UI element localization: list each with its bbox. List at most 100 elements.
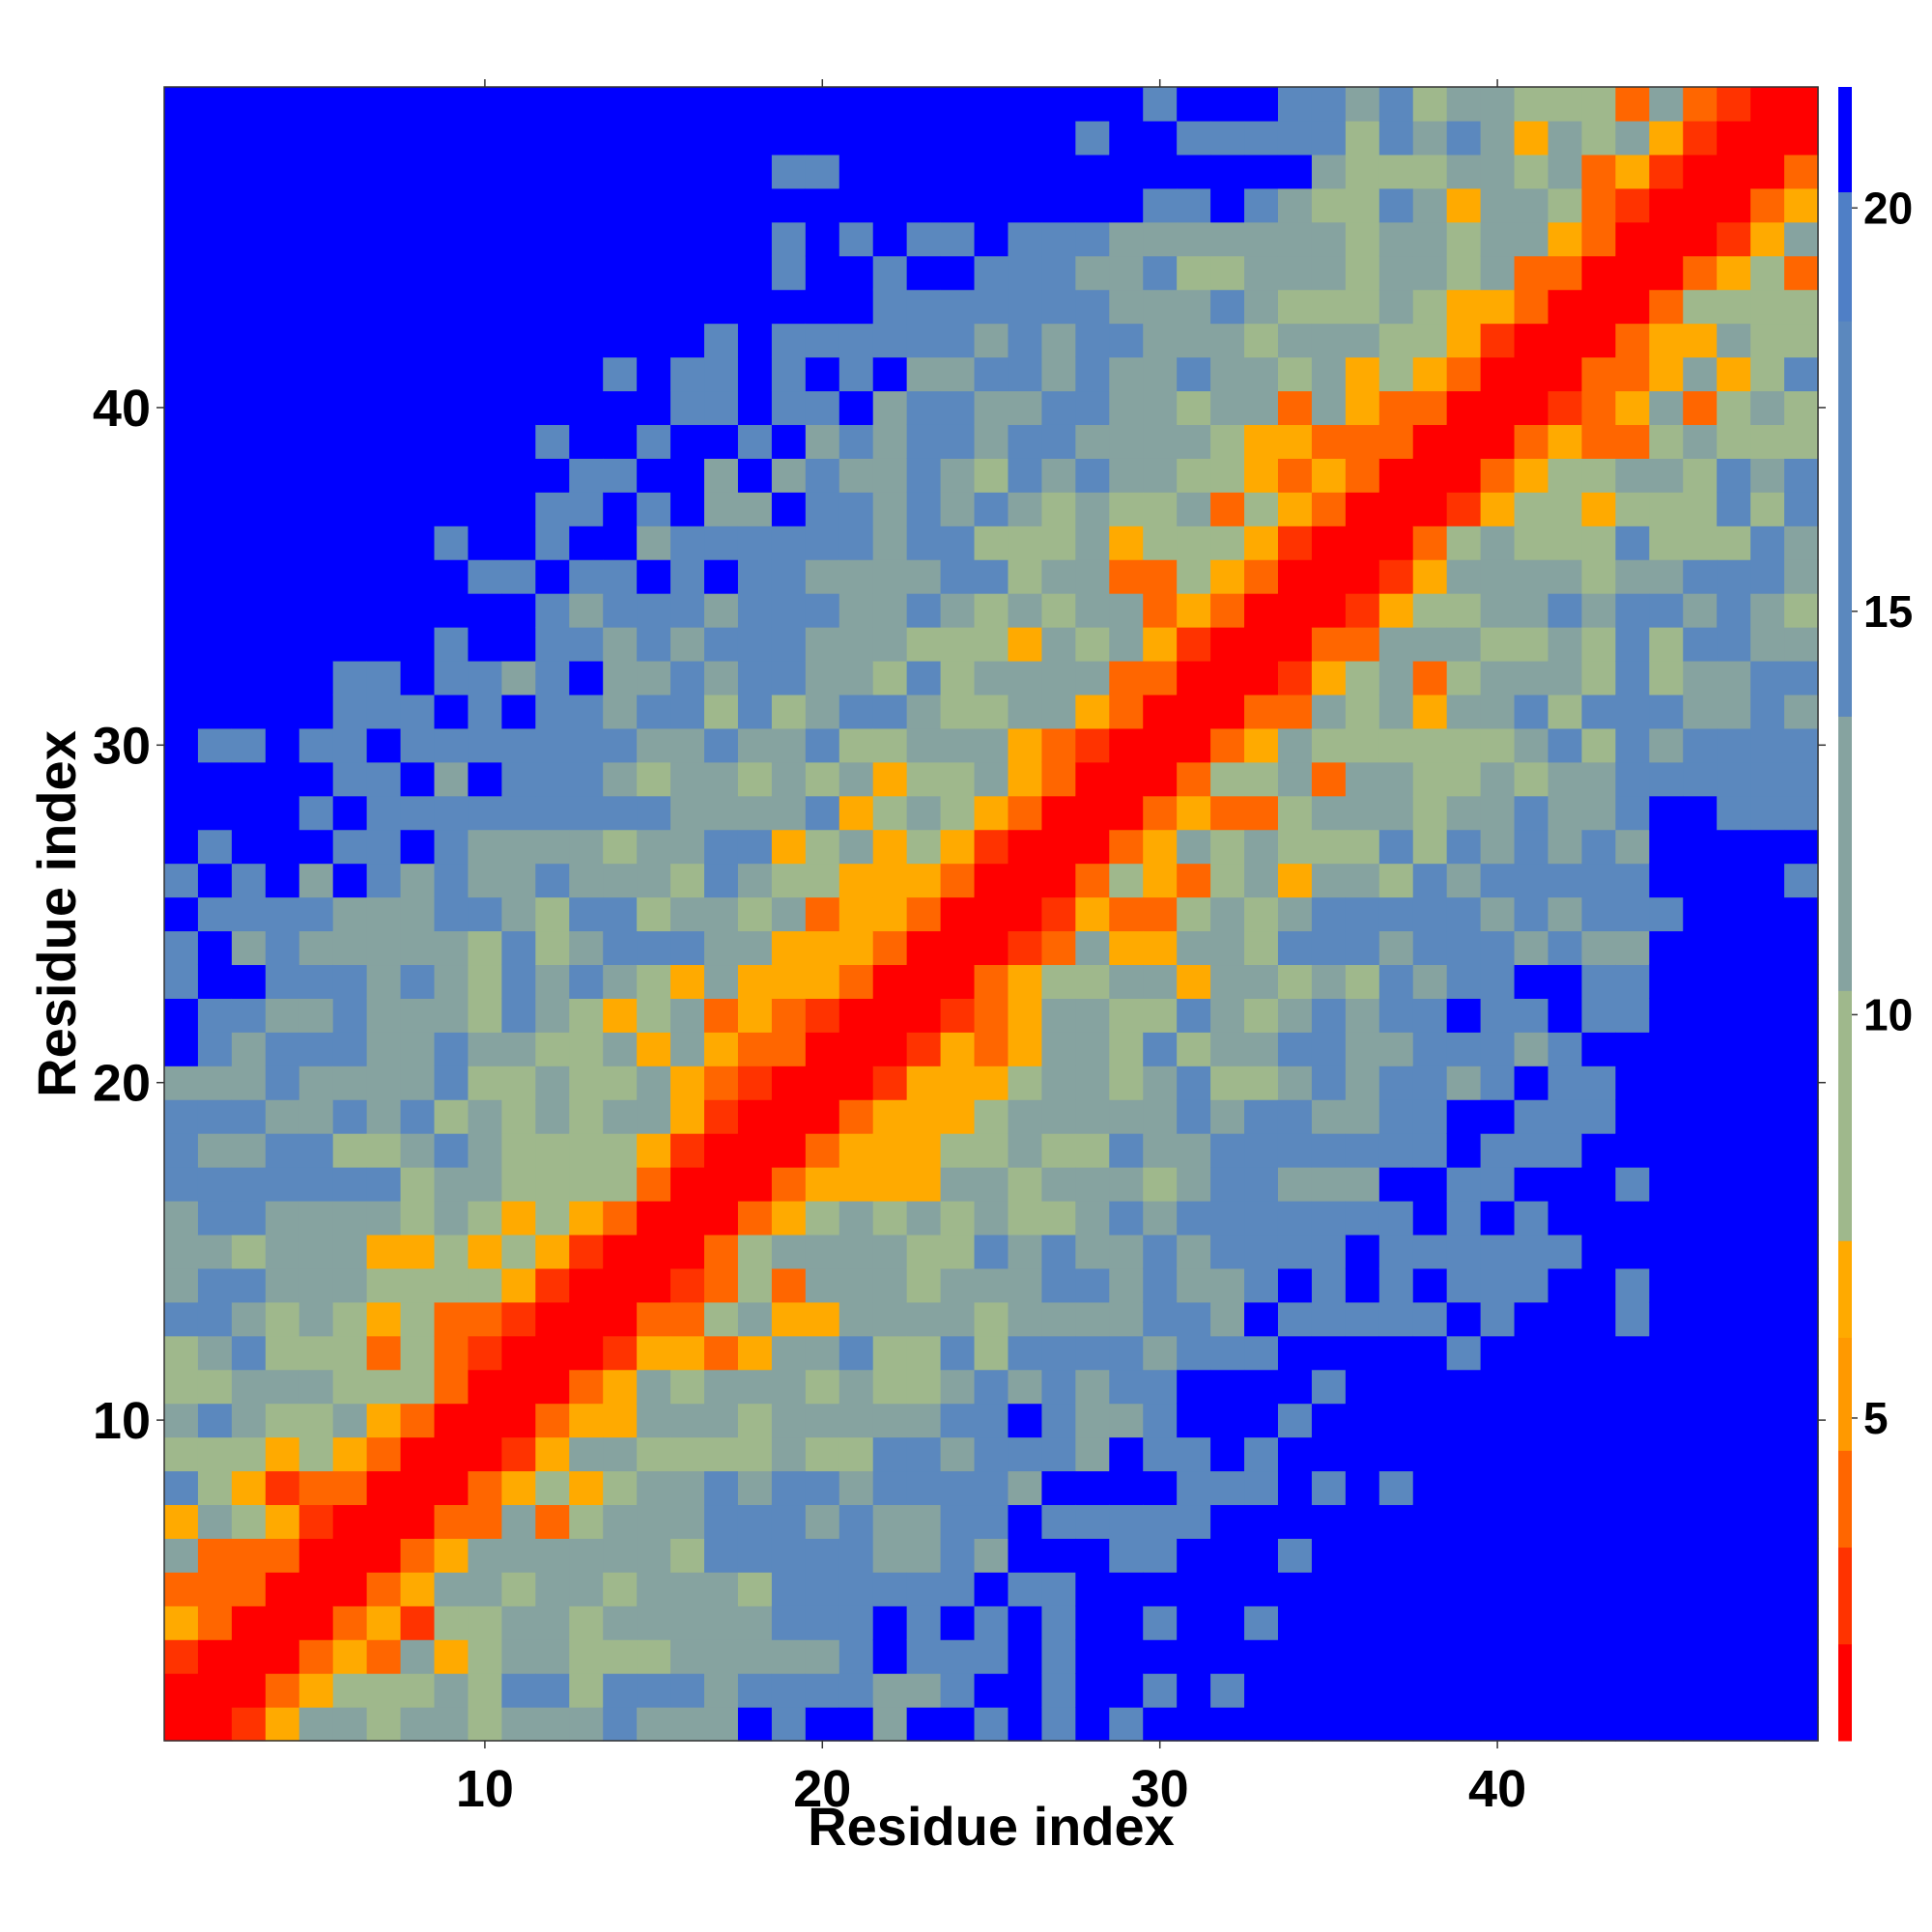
heatmap-cell	[1446, 1403, 1482, 1438]
heatmap-cell	[1480, 1673, 1516, 1708]
heatmap-cell	[704, 1099, 739, 1134]
heatmap-cell	[838, 660, 874, 696]
heatmap-cell	[940, 1335, 976, 1371]
heatmap-cell	[1244, 1032, 1279, 1066]
heatmap-cell	[265, 559, 300, 594]
heatmap-cell	[1311, 627, 1347, 662]
heatmap-cell	[637, 255, 671, 291]
heatmap-cell	[535, 660, 570, 696]
heatmap-cell	[1143, 863, 1178, 898]
heatmap-cell	[231, 1403, 267, 1438]
heatmap-cell	[1784, 221, 1819, 257]
heatmap-cell	[1075, 1403, 1110, 1438]
heatmap-cell	[265, 1707, 300, 1742]
heatmap-cell	[1683, 1436, 1718, 1472]
heatmap-cell	[1210, 1065, 1245, 1100]
heatmap-cell	[1075, 1673, 1110, 1708]
heatmap-cell	[1177, 1335, 1211, 1371]
heatmap-cell	[468, 323, 502, 358]
heatmap-cell	[906, 896, 942, 932]
heatmap-cell	[838, 998, 874, 1033]
heatmap-cell	[164, 694, 199, 729]
heatmap-cell	[1345, 1673, 1380, 1708]
heatmap-cell	[974, 289, 1009, 325]
heatmap-cell	[1143, 930, 1178, 966]
heatmap-cell	[872, 187, 908, 223]
heatmap-cell	[1446, 390, 1482, 425]
heatmap-cell	[637, 1538, 671, 1573]
heatmap-cell	[535, 829, 570, 865]
heatmap-cell	[872, 1403, 908, 1438]
heatmap-cell	[974, 1065, 1009, 1100]
heatmap-cell	[468, 289, 502, 325]
heatmap-cell	[332, 221, 368, 257]
heatmap-cell	[805, 559, 840, 594]
heatmap-cell	[569, 526, 604, 560]
heatmap-cell	[1177, 1099, 1211, 1134]
heatmap-cell	[1480, 1403, 1516, 1438]
heatmap-cell	[231, 154, 267, 189]
heatmap-cell	[771, 1504, 807, 1539]
heatmap-cell	[906, 964, 942, 999]
heatmap-cell	[366, 1133, 402, 1168]
heatmap-cell	[1143, 323, 1178, 358]
heatmap-cell	[265, 1133, 300, 1168]
y-tick-label: 20	[93, 1055, 151, 1113]
heatmap-cell	[265, 694, 300, 729]
heatmap-cell	[400, 1504, 436, 1539]
heatmap-cell	[1311, 727, 1347, 763]
heatmap-cell	[1378, 559, 1414, 594]
heatmap-cell	[400, 1436, 436, 1472]
heatmap-cell	[1514, 1403, 1549, 1438]
heatmap-cell	[1412, 1673, 1448, 1708]
heatmap-cell	[1378, 896, 1414, 932]
heatmap-cell	[197, 795, 233, 831]
heatmap-cell	[265, 1234, 300, 1269]
heatmap-cell	[1075, 1605, 1110, 1640]
heatmap-cell	[332, 154, 368, 189]
heatmap-cell	[974, 1032, 1009, 1066]
heatmap-cell	[974, 1605, 1009, 1640]
heatmap-cell	[535, 863, 570, 898]
heatmap-cell	[1210, 1538, 1245, 1573]
heatmap-cell	[1378, 1572, 1414, 1606]
heatmap-cell	[298, 289, 334, 325]
heatmap-cell	[805, 1133, 840, 1168]
heatmap-cell	[771, 727, 807, 763]
heatmap-cell	[838, 627, 874, 662]
heatmap-cell	[872, 559, 908, 594]
heatmap-cell	[1649, 526, 1684, 560]
heatmap-cell	[1311, 120, 1347, 156]
heatmap-cell	[603, 559, 638, 594]
heatmap-cell	[1041, 1707, 1076, 1742]
heatmap-cell	[468, 492, 502, 526]
heatmap-cell	[805, 87, 840, 122]
heatmap-cell	[670, 660, 705, 696]
heatmap-cell	[1311, 526, 1347, 560]
heatmap-cell	[1649, 255, 1684, 291]
heatmap-cell	[1784, 627, 1819, 662]
heatmap-cell	[670, 1605, 705, 1640]
x-axis-title: Residue index	[808, 1796, 1175, 1857]
heatmap-cell	[1210, 1267, 1245, 1303]
heatmap-cell	[501, 87, 536, 122]
heatmap-cell	[1548, 154, 1583, 189]
heatmap-cell	[974, 1099, 1009, 1134]
heatmap-cell	[771, 660, 807, 696]
heatmap-cell	[1244, 1167, 1279, 1202]
heatmap-cell	[974, 221, 1009, 257]
heatmap-cell	[1075, 795, 1110, 831]
heatmap-cell	[906, 694, 942, 729]
heatmap-cell	[1514, 289, 1549, 325]
heatmap-cell	[906, 1403, 942, 1438]
heatmap-cell	[1311, 998, 1347, 1033]
heatmap-cell	[1683, 1099, 1718, 1134]
heatmap-cell	[1480, 593, 1516, 628]
heatmap-cell	[1649, 694, 1684, 729]
heatmap-cell	[1244, 1301, 1279, 1337]
heatmap-cell	[1041, 930, 1076, 966]
heatmap-cell	[298, 559, 334, 594]
heatmap-cell	[468, 221, 502, 257]
heatmap-cell	[872, 255, 908, 291]
heatmap-cell	[1514, 727, 1549, 763]
